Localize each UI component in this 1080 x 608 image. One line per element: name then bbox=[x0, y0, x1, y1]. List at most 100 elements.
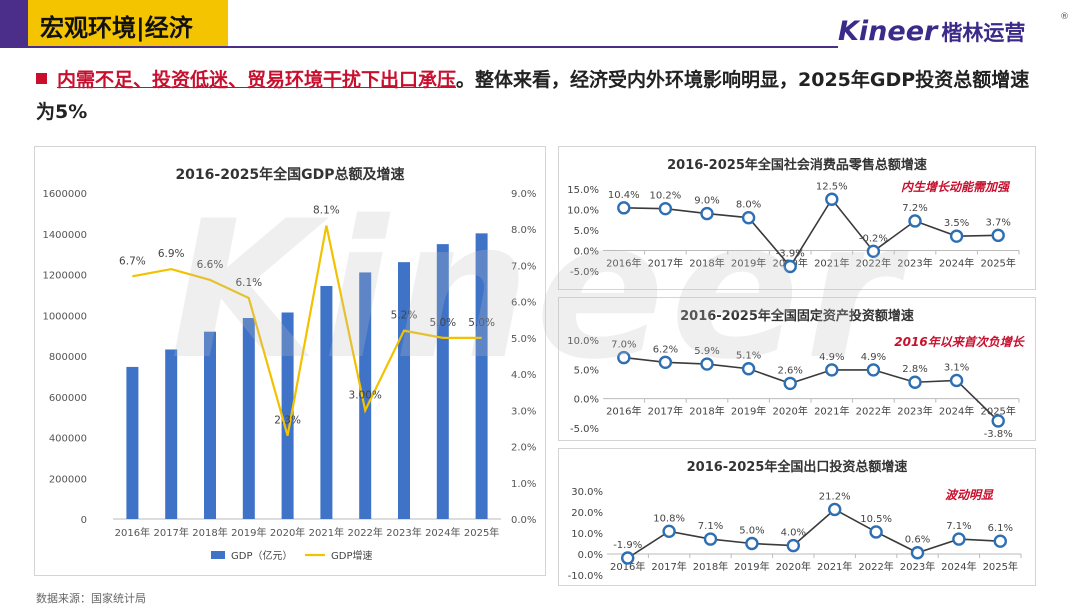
data-label: 6.7% bbox=[119, 255, 146, 267]
page-title: 宏观环境|经济 bbox=[40, 14, 193, 42]
y-tick-label: 15.0% bbox=[567, 185, 599, 196]
data-label: -3.9% bbox=[776, 248, 805, 259]
x-tick-label: 2024年 bbox=[425, 526, 460, 539]
brand-logo: Kineer 楷林运营 bbox=[838, 16, 1025, 47]
series-marker bbox=[993, 534, 1007, 548]
gdp-bar bbox=[281, 312, 294, 519]
data-label: -3.8% bbox=[984, 429, 1013, 440]
fixed-asset-growth-chart: 2016-2025年全国固定资产投资额增速 -5.0% 0.0% 5.0% 10.0% 2… bbox=[567, 308, 1024, 440]
title-highlight bbox=[28, 0, 228, 48]
y-tick-label: -5.0% bbox=[570, 424, 599, 435]
retail-chart-panel: 2016-2025年全国社会消费品零售总额增速 -5.0% 0.0% 5.0% 10.0… bbox=[558, 146, 1036, 290]
x-tick-label: 2024年 bbox=[941, 560, 976, 573]
data-label: 6.6% bbox=[197, 259, 224, 271]
data-label: 5.9% bbox=[694, 346, 719, 357]
x-tick-label: 2021年 bbox=[309, 526, 344, 539]
chart-title: 2016-2025年全国GDP总额及增速 bbox=[175, 166, 404, 183]
data-source: 数据来源：国家统计局 bbox=[36, 592, 146, 605]
series-marker bbox=[910, 546, 925, 560]
series-marker bbox=[825, 363, 839, 377]
x-tick-label: 2021年 bbox=[817, 560, 852, 573]
x-tick-label: 2016年 bbox=[606, 405, 641, 418]
series-marker bbox=[908, 375, 922, 389]
y-tick-label: 20.0% bbox=[571, 508, 603, 519]
gdp-bar bbox=[320, 285, 333, 519]
data-label: 2.3% bbox=[274, 415, 301, 427]
x-tick-label: 2016年 bbox=[115, 526, 150, 539]
y-tick-label: 0.0% bbox=[574, 247, 599, 258]
x-tick-label: 2017年 bbox=[648, 405, 683, 418]
data-label: 5.0% bbox=[468, 317, 495, 329]
headline-emphasis: 内需不足、投资低迷、贸易环境干扰下出口承压 bbox=[57, 69, 457, 91]
data-label: 5.2% bbox=[391, 310, 418, 322]
gdp-chart-panel: 2016-2025年全国GDP总额及增速 0 200000 400000 600000 8… bbox=[34, 146, 546, 576]
y-tick-label-right: 6.0% bbox=[511, 298, 536, 309]
data-label: 5.0% bbox=[739, 526, 764, 537]
x-tick-label: 2020年 bbox=[270, 526, 305, 539]
gdp-bar bbox=[436, 244, 449, 519]
data-label: 3.7% bbox=[985, 217, 1010, 228]
data-label: 4.9% bbox=[819, 352, 844, 363]
series-marker bbox=[949, 373, 964, 388]
data-label: 2.8% bbox=[902, 364, 927, 375]
y-tick-label: -10.0% bbox=[568, 571, 603, 582]
data-label: 6.2% bbox=[653, 344, 678, 355]
x-tick-label: 2022年 bbox=[347, 526, 382, 539]
data-label: 6.9% bbox=[158, 248, 185, 260]
x-tick-label: 2018年 bbox=[689, 405, 724, 418]
series-marker bbox=[828, 502, 842, 517]
gdp-growth-line bbox=[132, 225, 482, 436]
brand-name-cn: 楷林运营 bbox=[941, 21, 1026, 45]
series-marker bbox=[783, 259, 797, 274]
data-label: 3.1% bbox=[944, 362, 969, 373]
series-marker bbox=[991, 414, 1005, 428]
title-accent bbox=[0, 0, 28, 48]
x-tick-label: 2023年 bbox=[897, 405, 932, 418]
data-label: 3.00% bbox=[349, 389, 382, 401]
series-marker bbox=[703, 532, 718, 546]
legend-label: GDP（亿元） bbox=[231, 549, 292, 562]
y-tick-label-left: 0 bbox=[81, 515, 87, 526]
y-tick-label: 0.0% bbox=[578, 550, 603, 561]
series-marker bbox=[741, 210, 756, 225]
x-tick-label: 2023年 bbox=[897, 257, 932, 270]
x-tick-label: 2024年 bbox=[939, 405, 974, 418]
series-marker bbox=[866, 363, 881, 377]
y-tick-label-left: 800000 bbox=[49, 352, 87, 363]
data-label: 8.1% bbox=[313, 205, 340, 217]
x-tick-label: 2019年 bbox=[731, 405, 766, 418]
annotation-text: 2016年以来首次负增长 bbox=[894, 335, 1024, 349]
x-tick-label: 2019年 bbox=[231, 526, 266, 539]
data-label: 3.5% bbox=[944, 218, 969, 229]
legend-label: GDP增速 bbox=[331, 549, 372, 562]
fixed-asset-chart-panel: 2016-2025年全国固定资产投资额增速 -5.0% 0.0% 5.0% 10.0% 2… bbox=[558, 297, 1036, 441]
gdp-bar bbox=[475, 233, 488, 519]
data-label: 10.8% bbox=[653, 513, 685, 524]
y-tick-label: 30.0% bbox=[571, 487, 603, 498]
x-tick-label: 2021年 bbox=[814, 257, 849, 270]
series-marker bbox=[658, 201, 673, 216]
series-line bbox=[623, 356, 999, 422]
gdp-bar bbox=[242, 317, 255, 519]
chart-title: 2016-2025年全国固定资产投资额增速 bbox=[680, 308, 914, 324]
series-line bbox=[623, 197, 999, 268]
y-tick-label-right: 3.0% bbox=[511, 406, 536, 417]
gdp-bar bbox=[359, 272, 372, 519]
data-label: 21.2% bbox=[819, 491, 851, 502]
x-tick-label: 2025年 bbox=[980, 405, 1015, 418]
title-bar: 宏观环境|经济 bbox=[0, 0, 1080, 48]
data-label: 8.0% bbox=[736, 200, 761, 211]
gdp-bar bbox=[204, 331, 216, 519]
export-growth-chart: 2016-2025年全国出口投资总额增速 -10.0% 0.0% 10.0% 20.0%… bbox=[568, 459, 1022, 582]
y-tick-label-left: 1200000 bbox=[42, 271, 87, 282]
data-label: 7.1% bbox=[698, 521, 723, 532]
bullet-square-icon bbox=[36, 73, 47, 84]
series-marker bbox=[783, 376, 797, 391]
series-marker bbox=[991, 228, 1005, 243]
y-tick-label-left: 1400000 bbox=[42, 230, 87, 241]
y-tick-label-right: 2.0% bbox=[511, 443, 536, 454]
title-underline bbox=[28, 46, 838, 48]
headline: 内需不足、投资低迷、贸易环境干扰下出口承压。整体来看，经济受内外环境影响明显，2… bbox=[36, 64, 1046, 128]
x-tick-label: 2018年 bbox=[689, 257, 724, 270]
y-tick-label: 0.0% bbox=[574, 395, 599, 406]
